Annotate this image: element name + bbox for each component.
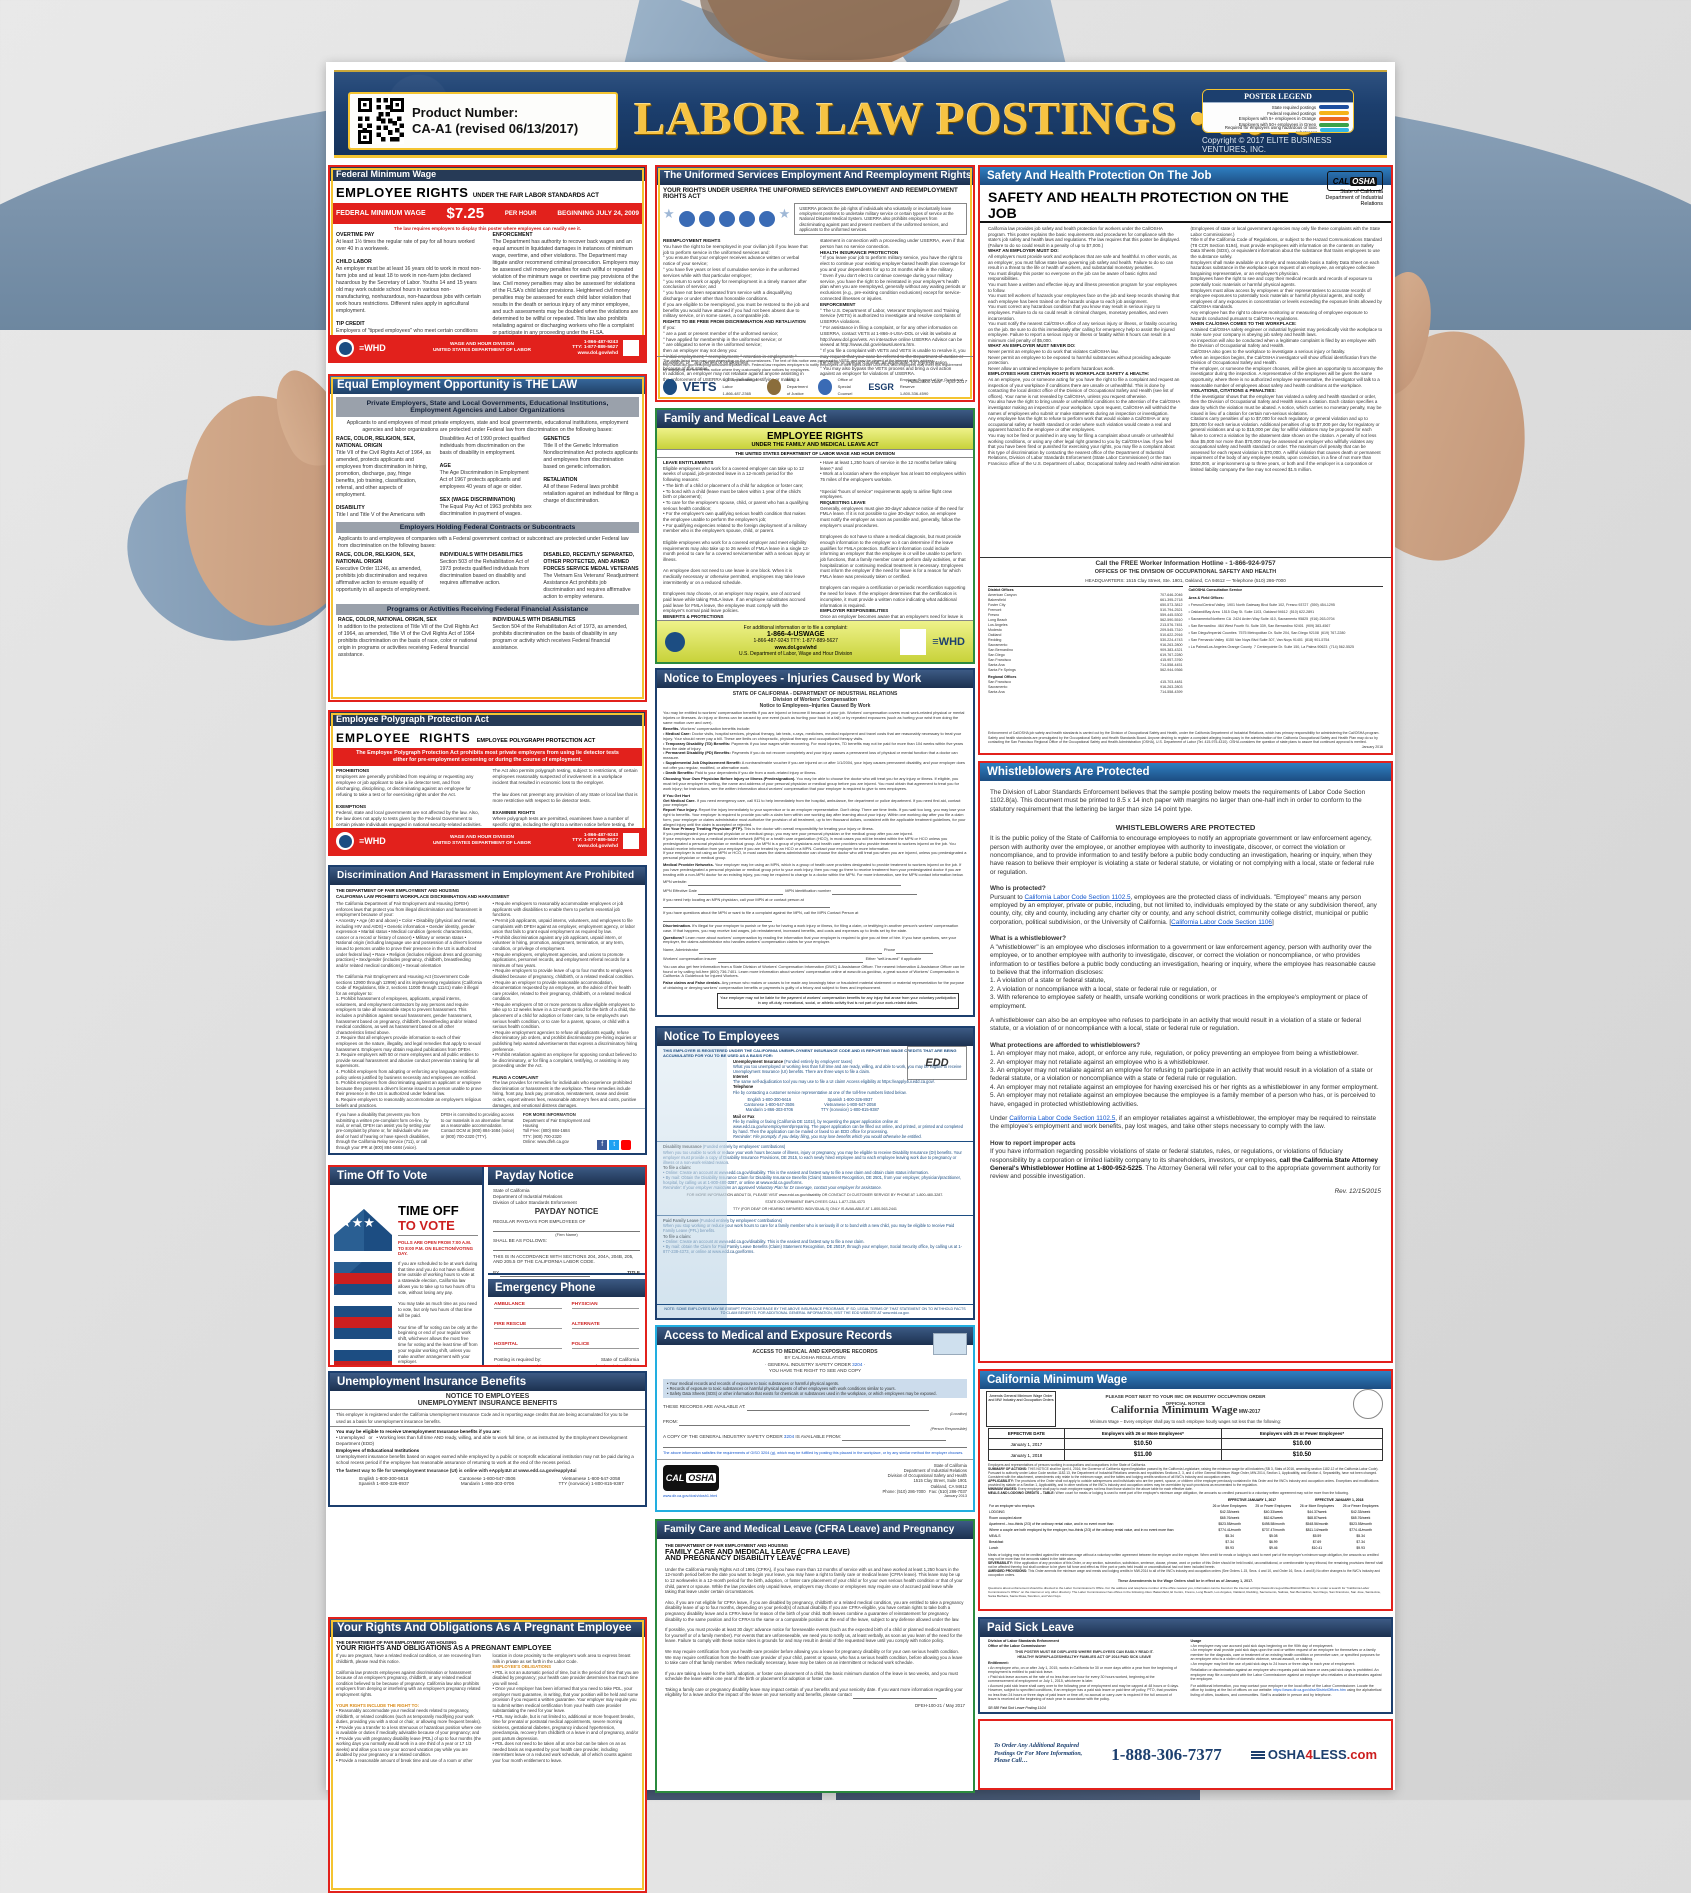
svg-text:★★★: ★★★ (340, 1215, 375, 1230)
